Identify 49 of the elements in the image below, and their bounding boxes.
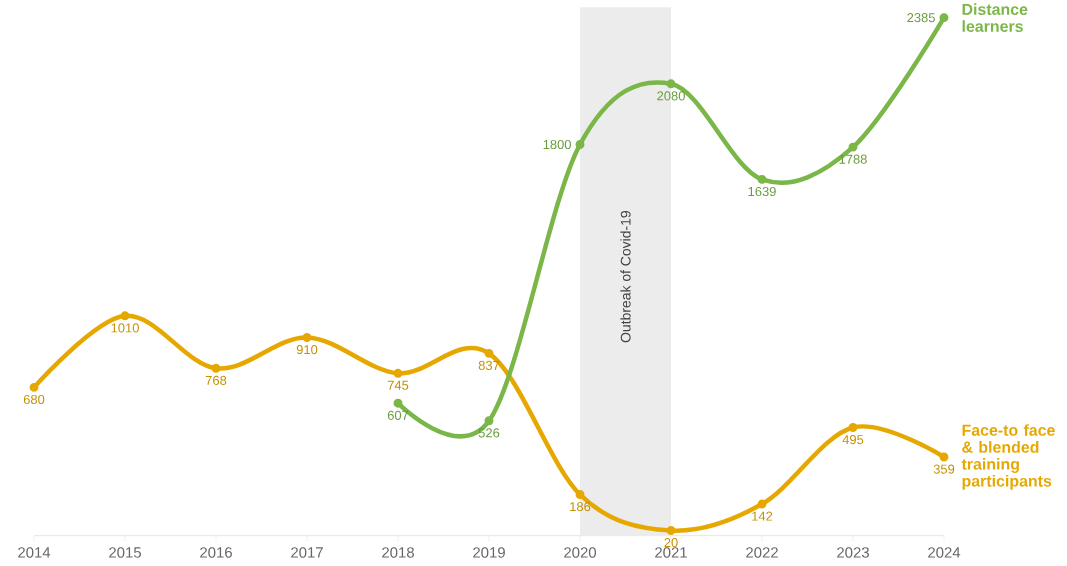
data-label: 1800 — [543, 140, 571, 150]
point — [575, 490, 585, 500]
data-label: 2080 — [657, 91, 685, 101]
data-label: 142 — [752, 511, 773, 521]
x-tick-label: 2016 — [200, 547, 232, 558]
point — [939, 452, 949, 462]
series-label: Distance learners — [962, 3, 1028, 33]
x-tick-label: 2015 — [109, 547, 141, 558]
data-label: 359 — [933, 464, 955, 474]
data-label: 20 — [664, 538, 678, 548]
data-label: 1010 — [111, 323, 139, 333]
x-tick-label: 2020 — [564, 547, 597, 558]
data-label: 910 — [296, 345, 318, 355]
data-label: 680 — [23, 395, 45, 405]
point — [757, 499, 767, 509]
point — [575, 140, 585, 150]
data-label: 186 — [570, 502, 591, 512]
point — [757, 175, 767, 185]
x-tick-label: 2014 — [18, 547, 51, 558]
band-label: Outbreak of Covid-19 — [620, 211, 631, 343]
point — [302, 333, 312, 343]
data-label: 768 — [205, 375, 227, 386]
point — [393, 398, 403, 408]
point — [211, 364, 221, 373]
x-tick-label: 2018 — [382, 547, 414, 558]
x-tick-label: 2017 — [291, 547, 323, 558]
series-label: Face-to face & blended training participants — [961, 424, 1055, 491]
point — [848, 423, 858, 433]
point — [393, 369, 403, 378]
data-label: 526 — [478, 428, 500, 438]
x-tick-label: 2024 — [928, 547, 961, 558]
data-label: 495 — [842, 435, 864, 445]
point — [484, 416, 494, 426]
data-label: 1639 — [748, 187, 776, 197]
data-label: 2385 — [907, 13, 935, 23]
point — [120, 311, 130, 321]
data-label: 745 — [387, 380, 409, 391]
x-tick-label: 2022 — [746, 547, 778, 558]
x-tick-label: 2021 — [655, 547, 687, 558]
point — [666, 79, 676, 89]
x-tick-label: 2019 — [473, 547, 505, 558]
point — [29, 383, 39, 393]
point — [484, 349, 494, 358]
point — [666, 526, 676, 536]
data-label: 837 — [478, 361, 500, 371]
point — [939, 13, 949, 23]
data-label: 607 — [387, 410, 409, 421]
x-tick-label: 2023 — [837, 547, 869, 558]
point — [848, 142, 858, 152]
